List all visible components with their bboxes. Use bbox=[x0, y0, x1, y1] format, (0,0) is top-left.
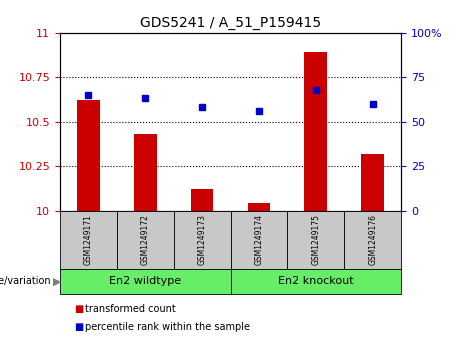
Bar bbox=[77, 100, 100, 211]
Text: GSM1249176: GSM1249176 bbox=[368, 214, 377, 265]
Text: genotype/variation: genotype/variation bbox=[0, 276, 51, 286]
Bar bbox=[248, 203, 270, 211]
Text: ▶: ▶ bbox=[53, 276, 61, 286]
Bar bbox=[304, 52, 327, 211]
Text: percentile rank within the sample: percentile rank within the sample bbox=[85, 322, 250, 332]
Text: GSM1249172: GSM1249172 bbox=[141, 214, 150, 265]
Text: En2 wildtype: En2 wildtype bbox=[109, 276, 181, 286]
Text: ■: ■ bbox=[74, 322, 83, 332]
Text: GSM1249171: GSM1249171 bbox=[84, 214, 93, 265]
Text: GSM1249175: GSM1249175 bbox=[311, 214, 320, 265]
Text: GSM1249173: GSM1249173 bbox=[198, 214, 207, 265]
Bar bbox=[361, 154, 384, 211]
Text: En2 knockout: En2 knockout bbox=[278, 276, 354, 286]
Text: GSM1249174: GSM1249174 bbox=[254, 214, 263, 265]
Text: ■: ■ bbox=[74, 303, 83, 314]
Title: GDS5241 / A_51_P159415: GDS5241 / A_51_P159415 bbox=[140, 16, 321, 30]
Bar bbox=[134, 134, 157, 211]
Text: transformed count: transformed count bbox=[85, 303, 176, 314]
Bar bbox=[191, 189, 213, 211]
